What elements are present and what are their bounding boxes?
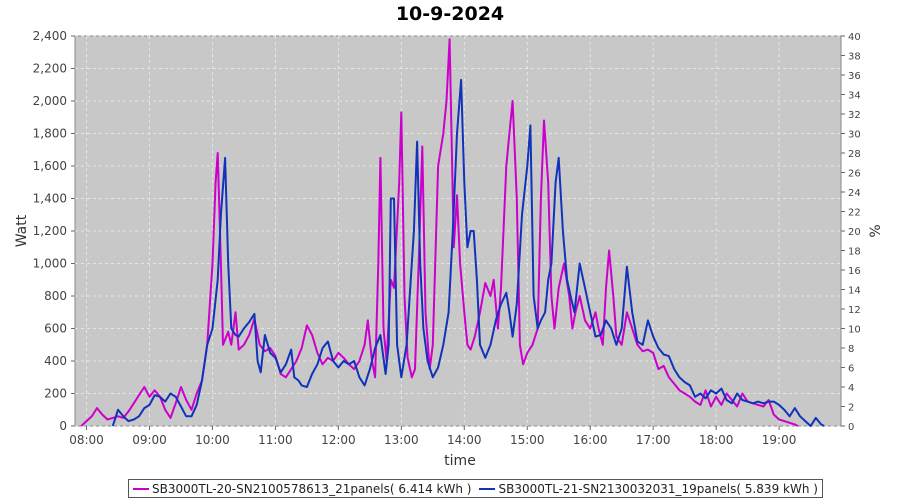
y-tick-label: 2,200: [33, 62, 67, 76]
legend: SB3000TL-20-SN2100578613_21panels( 6.414…: [128, 479, 823, 498]
legend-swatch-series-2: [479, 487, 496, 490]
y2-tick-label: 24: [848, 188, 861, 199]
x-tick-label: 09:00: [132, 433, 167, 447]
x-tick-label: 16:00: [573, 433, 608, 447]
y2-tick-label: 6: [848, 364, 854, 375]
legend-item-series-2: SB3000TL-21-SN2130032031_19panels( 5.839…: [479, 481, 818, 496]
x-tick-label: 13:00: [384, 433, 419, 447]
x-tick-label: 12:00: [321, 433, 356, 447]
x-tick-label: 08:00: [69, 433, 104, 447]
y-tick-label: 800: [44, 289, 67, 303]
x-axis-label: time: [444, 453, 476, 469]
x-tick-label: 14:00: [447, 433, 482, 447]
legend-swatch-series-1: [133, 487, 149, 490]
y2-tick-label: 34: [848, 91, 861, 102]
y2-tick-label: 4: [848, 383, 854, 394]
y-tick-label: 600: [44, 322, 67, 336]
y2-tick-label: 10: [848, 325, 861, 336]
series-line-1: [80, 38, 799, 427]
y-tick-label: 0: [59, 419, 67, 433]
x-tick-label: 17:00: [636, 433, 671, 447]
y2-tick-label: 26: [848, 169, 861, 180]
series-line-2: [111, 78, 825, 427]
y-tick-label: 1,200: [33, 224, 67, 238]
x-tick-label: 19:00: [762, 433, 797, 447]
y2-tick-label: 30: [848, 130, 861, 141]
chart-title: 10-9-2024: [395, 3, 505, 25]
y2-tick-label: 22: [848, 208, 861, 219]
y2-tick-label: 36: [848, 71, 861, 82]
y2-tick-label: 20: [848, 227, 861, 238]
y-tick-label: 1,600: [33, 159, 67, 173]
y2-tick-label: 18: [848, 247, 861, 258]
y2-tick-label: 16: [848, 266, 861, 277]
y2-tick-label: 12: [848, 305, 861, 316]
y2-tick-label: 40: [848, 32, 861, 43]
y-axis-label: Watt: [14, 214, 30, 247]
y-tick-label: 1,400: [33, 192, 67, 206]
y-tick-label: 1,800: [33, 127, 67, 141]
y-tick-label: 400: [44, 354, 67, 368]
chart-svg: 02004006008001,0001,2001,4001,6001,8002,…: [14, 29, 884, 469]
y-tick-label: 2,400: [33, 29, 67, 43]
x-tick-label: 15:00: [510, 433, 545, 447]
legend-label-series-2: SB3000TL-21-SN2130032031_19panels( 5.839…: [498, 481, 818, 496]
y2-tick-label: 0: [848, 422, 854, 433]
x-tick-label: 11:00: [258, 433, 293, 447]
y2-tick-label: 2: [848, 403, 854, 414]
x-tick-label: 10:00: [195, 433, 230, 447]
y2-tick-label: 32: [848, 110, 861, 121]
y2-tick-label: 38: [848, 52, 861, 63]
y-tick-label: 1,000: [33, 257, 67, 271]
y-tick-label: 200: [44, 387, 67, 401]
y2-tick-label: 14: [848, 286, 861, 297]
y2-tick-label: 8: [848, 344, 854, 355]
y2-tick-label: 28: [848, 149, 861, 160]
y2-axis-label: %: [868, 224, 884, 237]
y-tick-label: 2,000: [33, 94, 67, 108]
legend-label-series-1: SB3000TL-20-SN2100578613_21panels( 6.414…: [152, 481, 472, 496]
legend-item-series-1: SB3000TL-20-SN2100578613_21panels( 6.414…: [133, 482, 471, 496]
x-tick-label: 18:00: [699, 433, 734, 447]
